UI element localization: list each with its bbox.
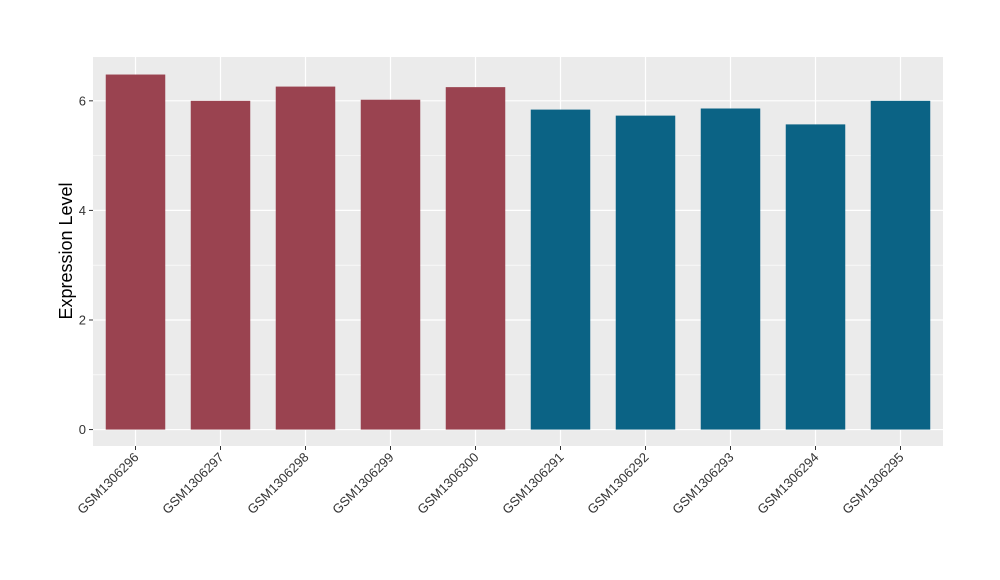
x-tick-label: GSM1306298 [244, 450, 311, 517]
bar-GSM1306293 [700, 108, 761, 430]
bar-GSM1306296 [105, 74, 166, 430]
bar-GSM1306299 [360, 99, 421, 430]
bar-GSM1306294 [785, 124, 846, 430]
x-tick-label: GSM1306295 [839, 450, 906, 517]
x-tick-label: GSM1306296 [74, 450, 141, 517]
y-tick-label: 2 [79, 312, 86, 327]
y-axis-ticks [89, 100, 93, 431]
x-axis-ticks [135, 446, 901, 450]
x-tick-label: GSM1306291 [499, 450, 566, 517]
x-tick-label: GSM1306297 [159, 450, 226, 517]
x-tick-label: GSM1306299 [329, 450, 396, 517]
bar-GSM1306292 [615, 115, 676, 430]
x-tick-label: GSM1306293 [669, 450, 736, 517]
y-tick-label: 4 [79, 203, 86, 218]
bar-GSM1306295 [870, 100, 931, 430]
bar-GSM1306291 [530, 109, 591, 430]
bars [105, 74, 931, 430]
x-tick-label: GSM1306294 [754, 450, 821, 517]
y-tick-label: 6 [79, 93, 86, 108]
y-tick-label: 0 [79, 422, 86, 437]
x-tick-label: GSM1306292 [584, 450, 651, 517]
x-tick-label: GSM1306300 [414, 450, 481, 517]
bar-GSM1306297 [190, 100, 251, 430]
y-axis-tick-labels: 0 2 4 6 [79, 93, 86, 437]
y-axis-title: Expression Level [56, 182, 76, 319]
x-axis-tick-labels: GSM1306296 GSM1306297 GSM1306298 GSM1306299… [74, 450, 906, 517]
bar-GSM1306300 [445, 87, 506, 430]
bar-GSM1306298 [275, 86, 336, 430]
